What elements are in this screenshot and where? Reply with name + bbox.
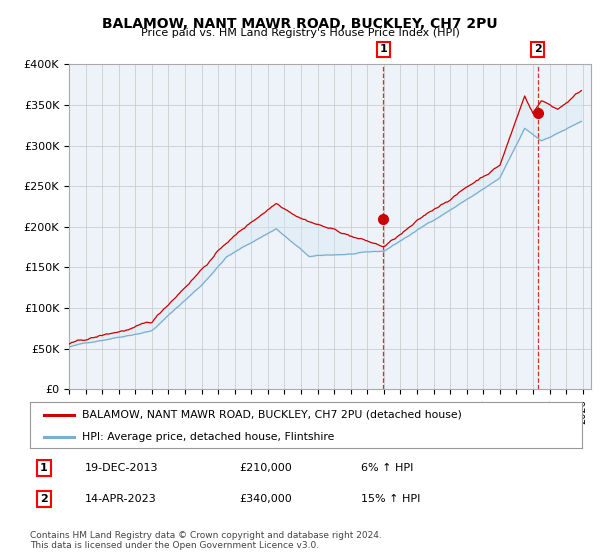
Text: Price paid vs. HM Land Registry's House Price Index (HPI): Price paid vs. HM Land Registry's House … — [140, 28, 460, 38]
Text: Contains HM Land Registry data © Crown copyright and database right 2024.
This d: Contains HM Land Registry data © Crown c… — [30, 531, 382, 550]
Text: 15% ↑ HPI: 15% ↑ HPI — [361, 494, 421, 504]
Text: HPI: Average price, detached house, Flintshire: HPI: Average price, detached house, Flin… — [82, 432, 335, 441]
Text: BALAMOW, NANT MAWR ROAD, BUCKLEY, CH7 2PU (detached house): BALAMOW, NANT MAWR ROAD, BUCKLEY, CH7 2P… — [82, 410, 463, 420]
Text: 1: 1 — [40, 463, 47, 473]
Text: 1: 1 — [379, 44, 387, 54]
Text: £210,000: £210,000 — [240, 463, 293, 473]
Text: 2: 2 — [40, 494, 47, 504]
Text: £340,000: £340,000 — [240, 494, 293, 504]
Text: BALAMOW, NANT MAWR ROAD, BUCKLEY, CH7 2PU: BALAMOW, NANT MAWR ROAD, BUCKLEY, CH7 2P… — [102, 17, 498, 31]
Text: 14-APR-2023: 14-APR-2023 — [85, 494, 157, 504]
Text: 19-DEC-2013: 19-DEC-2013 — [85, 463, 158, 473]
Text: 2: 2 — [534, 44, 542, 54]
Text: 6% ↑ HPI: 6% ↑ HPI — [361, 463, 413, 473]
